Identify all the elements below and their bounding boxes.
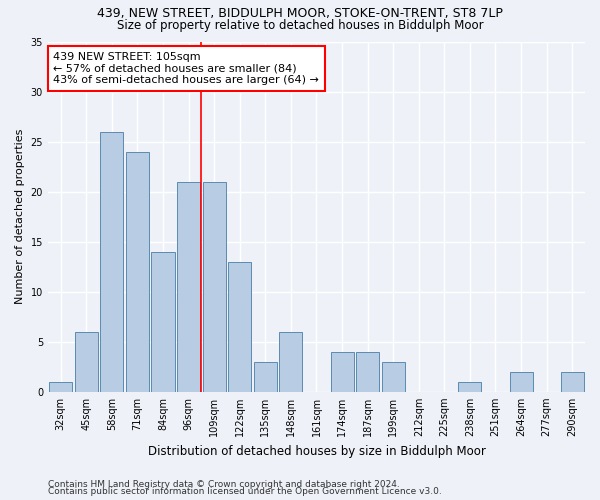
Bar [228,262,251,392]
Bar [75,332,98,392]
Bar [561,372,584,392]
Bar [509,372,533,392]
Bar [151,252,175,392]
Y-axis label: Number of detached properties: Number of detached properties [15,129,25,304]
Text: Size of property relative to detached houses in Biddulph Moor: Size of property relative to detached ho… [116,18,484,32]
Bar [49,382,72,392]
Text: 439 NEW STREET: 105sqm
← 57% of detached houses are smaller (84)
43% of semi-det: 439 NEW STREET: 105sqm ← 57% of detached… [53,52,319,85]
Bar [100,132,124,392]
Bar [203,182,226,392]
Bar [254,362,277,392]
X-axis label: Distribution of detached houses by size in Biddulph Moor: Distribution of detached houses by size … [148,444,485,458]
Bar [458,382,481,392]
Text: 439, NEW STREET, BIDDULPH MOOR, STOKE-ON-TRENT, ST8 7LP: 439, NEW STREET, BIDDULPH MOOR, STOKE-ON… [97,8,503,20]
Text: Contains HM Land Registry data © Crown copyright and database right 2024.: Contains HM Land Registry data © Crown c… [48,480,400,489]
Text: Contains public sector information licensed under the Open Government Licence v3: Contains public sector information licen… [48,487,442,496]
Bar [356,352,379,392]
Bar [331,352,353,392]
Bar [177,182,200,392]
Bar [382,362,404,392]
Bar [280,332,302,392]
Bar [126,152,149,392]
